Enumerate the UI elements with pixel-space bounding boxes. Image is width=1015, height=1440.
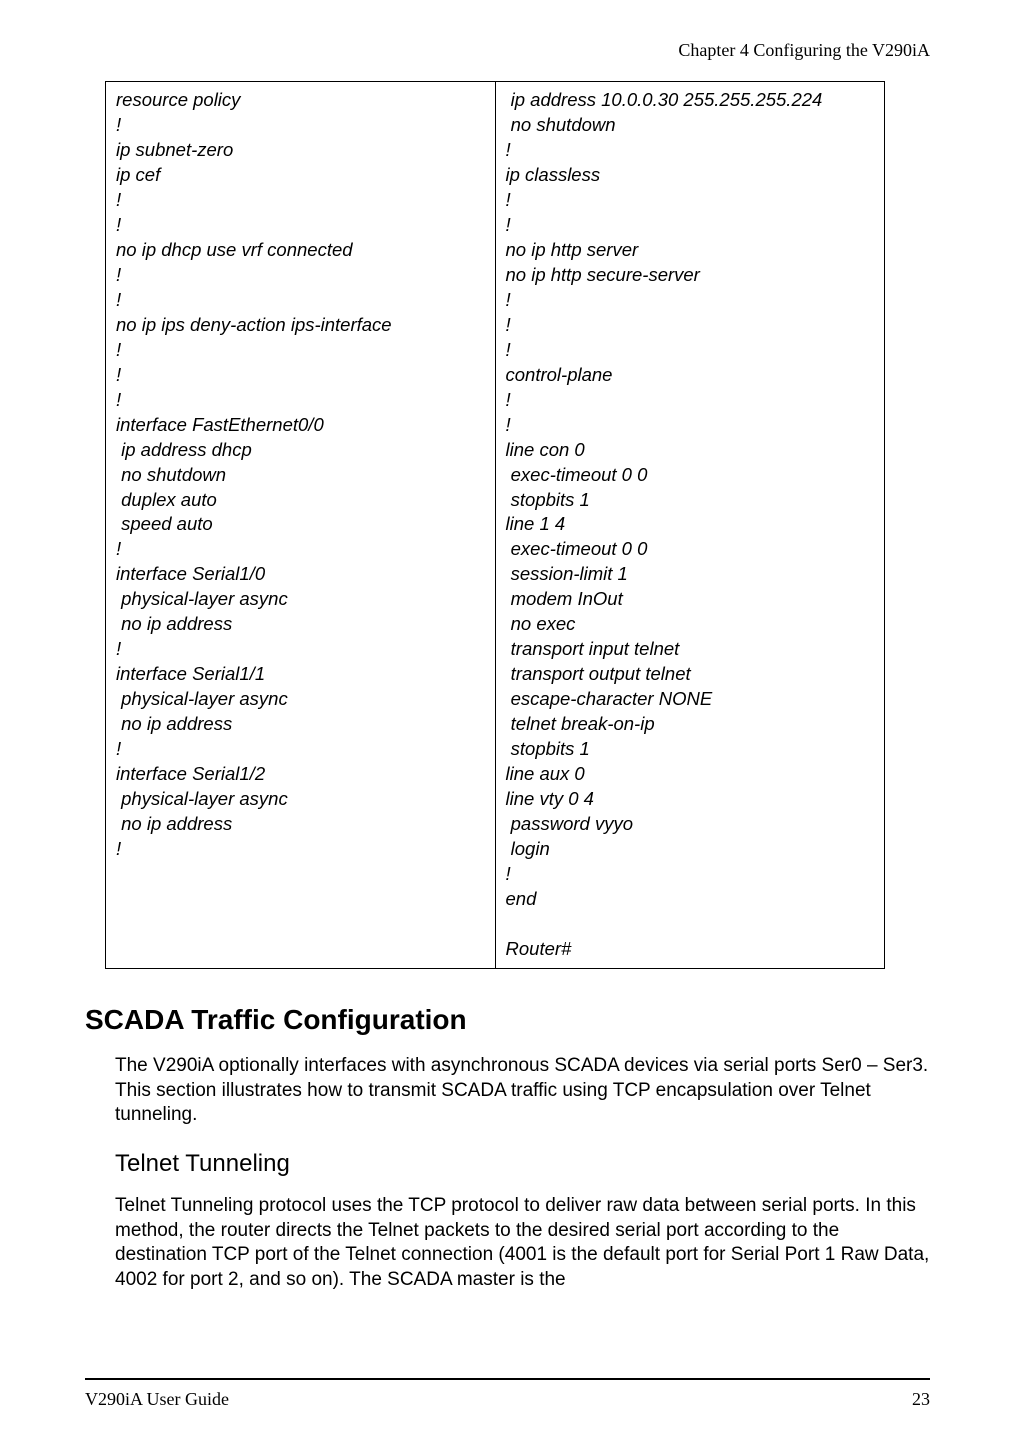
footer-title: V290iA User Guide [85,1389,229,1410]
page-footer: V290iA User Guide 23 [85,1389,930,1410]
subsection-heading: Telnet Tunneling [115,1150,930,1178]
footer-page-number: 23 [912,1389,930,1410]
section-heading: SCADA Traffic Configuration [85,1004,930,1036]
config-code-right: ip address 10.0.0.30 255.255.255.224 no … [495,82,885,969]
chapter-header: Chapter 4 Configuring the V290iA [85,40,930,61]
body-paragraph-2: Telnet Tunneling protocol uses the TCP p… [115,1194,930,1293]
footer-rule [85,1378,930,1380]
config-code-left: resource policy ! ip subnet-zero ip cef … [106,82,496,969]
config-code-table: resource policy ! ip subnet-zero ip cef … [105,81,885,969]
body-paragraph-1: The V290iA optionally interfaces with as… [115,1054,930,1128]
